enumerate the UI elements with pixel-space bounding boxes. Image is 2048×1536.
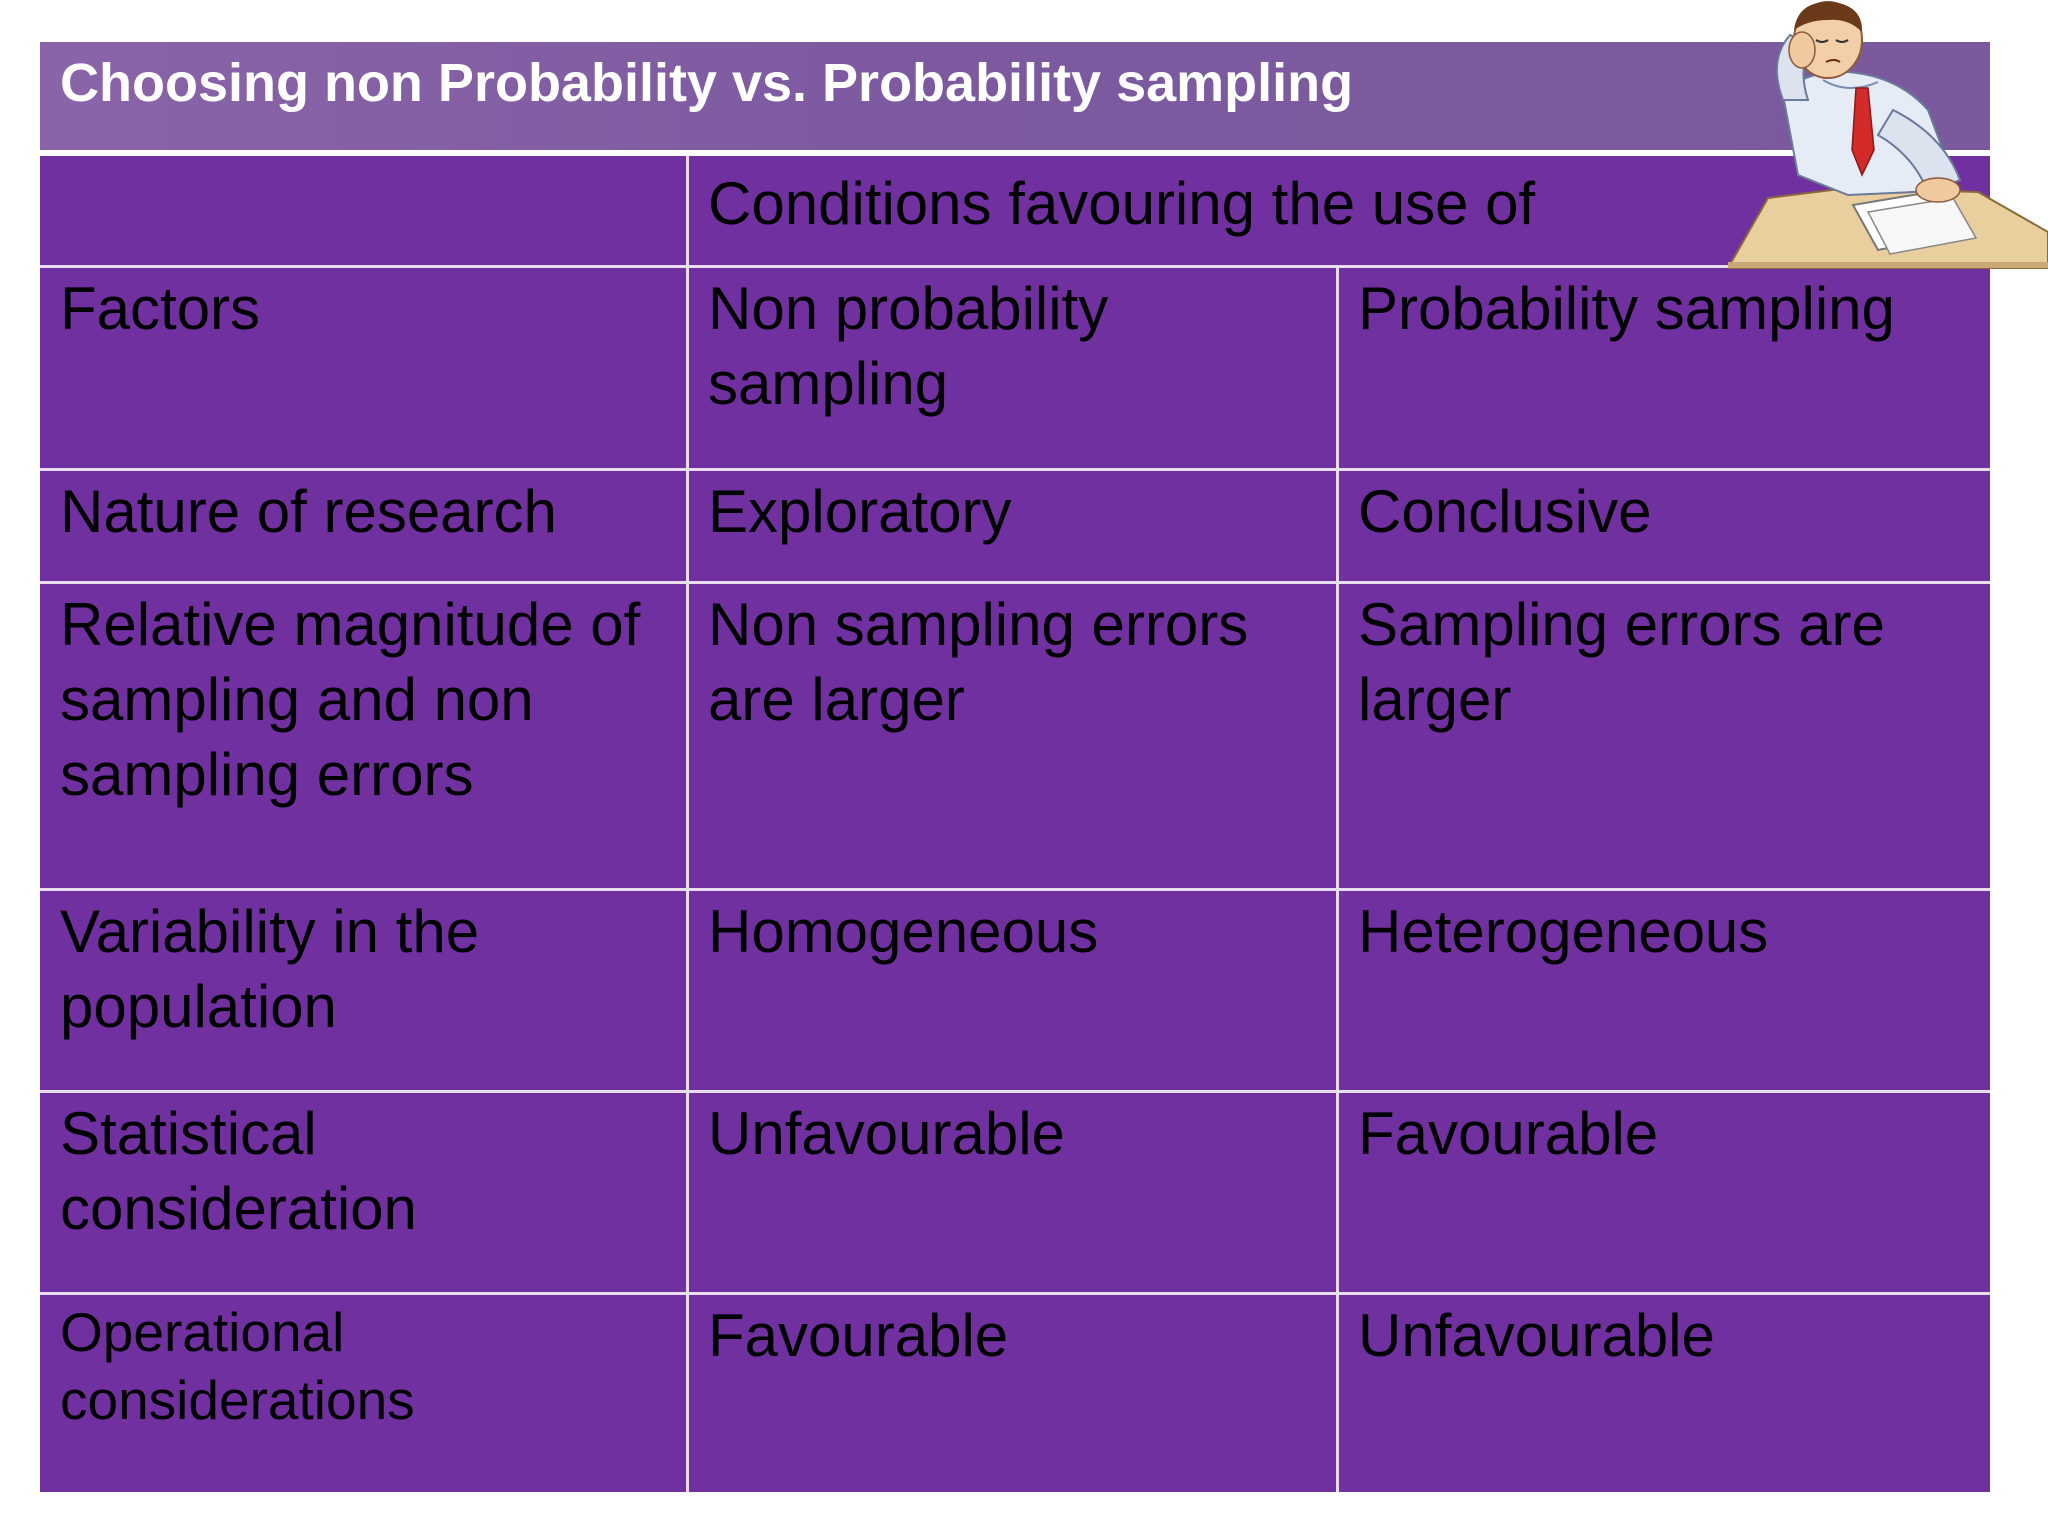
table-row-probability: Unfavourable xyxy=(1358,1302,1715,1369)
title-bar: Choosing non Probability vs. Probability… xyxy=(40,42,1990,150)
column-header-factors: Factors xyxy=(60,275,261,342)
table-row-factor: Operational considerations xyxy=(60,1301,415,1431)
table-row-probability: Sampling errors are larger xyxy=(1358,591,1885,733)
table-corner-cell xyxy=(40,156,688,267)
table-row-non-probability: Homogeneous xyxy=(708,898,1099,965)
row-divider xyxy=(40,1090,1990,1093)
table-row-probability: Heterogeneous xyxy=(1358,898,1769,965)
row-divider xyxy=(40,581,1990,584)
table-row-probability: Favourable xyxy=(1358,1100,1659,1167)
table-row-factor: Nature of research xyxy=(60,478,557,545)
table-row-non-probability: Exploratory xyxy=(708,478,1012,545)
row-divider xyxy=(40,468,1990,471)
column-divider xyxy=(686,156,689,1492)
row-divider xyxy=(40,1292,1990,1295)
table-row-non-probability: Unfavourable xyxy=(708,1100,1065,1167)
table-row-factor: Statistical consideration xyxy=(60,1100,417,1242)
table-row-factor: Relative magnitude of sampling and non s… xyxy=(60,591,674,808)
row-divider xyxy=(40,888,1990,891)
table-row-non-probability: Non sampling errors are larger xyxy=(708,591,1249,733)
slide-title: Choosing non Probability vs. Probability… xyxy=(60,53,1354,113)
column-header-probability: Probability sampling xyxy=(1358,275,1895,342)
column-divider xyxy=(1336,267,1339,1492)
comparison-table: Conditions favouring the use of Factors … xyxy=(40,156,1990,1492)
table-row-factor: Variability in the population xyxy=(60,898,513,1040)
column-header-non-probability: Non probability sampling xyxy=(708,275,1109,417)
table-row-probability: Conclusive xyxy=(1358,478,1652,545)
table-row-non-probability: Favourable xyxy=(708,1302,1009,1369)
row-divider xyxy=(40,265,1990,268)
tired-man-at-desk-icon xyxy=(1728,1,2048,269)
group-header: Conditions favouring the use of xyxy=(708,170,1536,237)
